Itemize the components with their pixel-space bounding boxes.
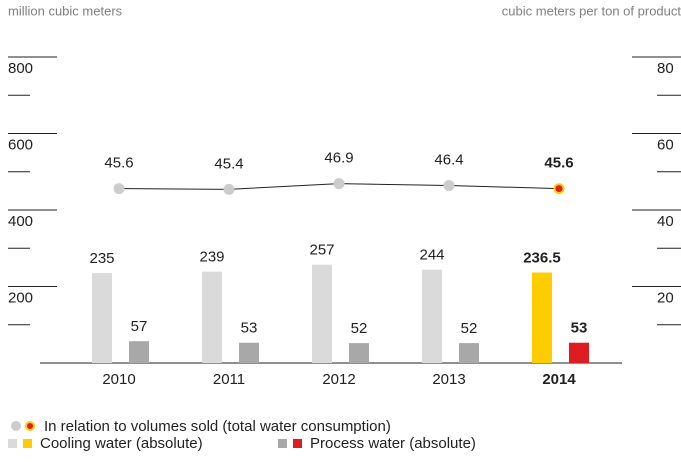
- x-tick-label: 2014: [542, 371, 576, 388]
- line-point: [553, 183, 565, 195]
- y2-tick-label: 80: [657, 60, 674, 77]
- legend-label: Cooling water (absolute): [40, 435, 203, 452]
- y-tick-label: 400: [8, 213, 33, 230]
- bar-value-label: 57: [131, 318, 148, 335]
- line-value-label: 46.4: [434, 151, 463, 168]
- legend-swatch: [11, 421, 21, 431]
- bar-value-label: 53: [241, 320, 258, 337]
- line-point: [333, 178, 345, 190]
- y2-tick-label: 40: [657, 213, 674, 230]
- bar: [532, 272, 552, 363]
- bar: [92, 273, 112, 363]
- legend-swatch: [23, 439, 32, 448]
- y-axis-label: million cubic meters: [8, 3, 123, 18]
- legend-swatch: [278, 439, 287, 448]
- bar: [459, 343, 479, 363]
- x-tick-label: 2010: [102, 371, 135, 388]
- bar: [569, 342, 589, 363]
- y-tick-label: 800: [8, 60, 33, 77]
- bar: [202, 271, 222, 363]
- bar-value-label: 236.5: [523, 250, 561, 267]
- x-tick-label: 2011: [213, 371, 245, 388]
- line-value-label: 45.6: [104, 155, 133, 172]
- bar-value-label: 53: [571, 320, 588, 337]
- line-value-label: 45.6: [544, 155, 573, 172]
- legend-label: In relation to volumes sold (total water…: [44, 418, 391, 435]
- line-point: [443, 180, 455, 192]
- y-tick-label: 600: [8, 136, 33, 153]
- line-point: [113, 183, 125, 195]
- y2-tick-label: 20: [657, 289, 674, 306]
- bar: [239, 342, 259, 363]
- bar-value-label: 257: [309, 242, 334, 259]
- y2-tick-label: 60: [657, 136, 674, 153]
- bar: [349, 343, 369, 363]
- line-point: [223, 183, 235, 195]
- legend-swatch: [8, 439, 17, 448]
- bar-value-label: 239: [199, 249, 224, 266]
- x-tick-label: 2013: [432, 371, 465, 388]
- y-tick-label: 200: [8, 289, 33, 306]
- bar-value-label: 244: [419, 247, 444, 264]
- bar-value-label: 52: [461, 320, 478, 337]
- legend-swatch: [293, 439, 302, 448]
- bar: [312, 264, 332, 363]
- line-value-label: 46.9: [324, 150, 353, 167]
- bar: [129, 341, 149, 363]
- line-value-label: 45.4: [214, 155, 243, 172]
- x-tick-label: 2012: [322, 371, 355, 388]
- legend-swatch: [25, 421, 35, 431]
- bar-value-label: 52: [351, 320, 368, 337]
- legend-label: Process water (absolute): [310, 435, 476, 452]
- y2-axis-label: cubic meters per ton of product: [502, 3, 681, 18]
- bar: [422, 269, 442, 363]
- bar-value-label: 235: [89, 250, 114, 267]
